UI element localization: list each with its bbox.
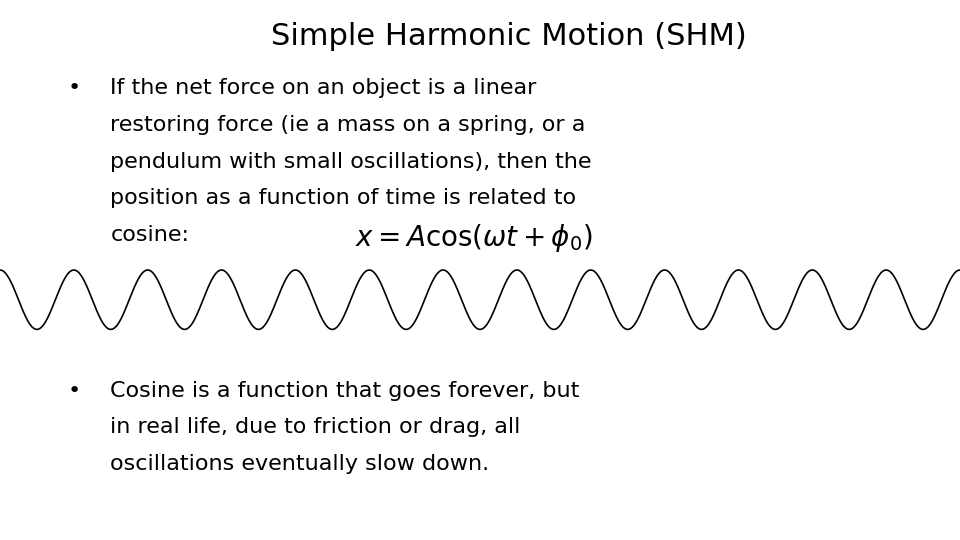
- Text: •: •: [67, 381, 81, 401]
- Text: pendulum with small oscillations), then the: pendulum with small oscillations), then …: [110, 152, 592, 172]
- Text: position as a function of time is related to: position as a function of time is relate…: [110, 188, 577, 208]
- Text: •: •: [67, 78, 81, 98]
- Text: cosine:: cosine:: [110, 225, 189, 245]
- Text: in real life, due to friction or drag, all: in real life, due to friction or drag, a…: [110, 417, 520, 437]
- Text: restoring force (ie a mass on a spring, or a: restoring force (ie a mass on a spring, …: [110, 115, 586, 135]
- Text: $x = A\cos(\omega t + \phi_0)$: $x = A\cos(\omega t + \phi_0)$: [355, 222, 593, 254]
- Text: oscillations eventually slow down.: oscillations eventually slow down.: [110, 454, 490, 474]
- Text: If the net force on an object is a linear: If the net force on an object is a linea…: [110, 78, 537, 98]
- Text: Cosine is a function that goes forever, but: Cosine is a function that goes forever, …: [110, 381, 580, 401]
- Text: Simple Harmonic Motion (SHM): Simple Harmonic Motion (SHM): [271, 22, 747, 51]
